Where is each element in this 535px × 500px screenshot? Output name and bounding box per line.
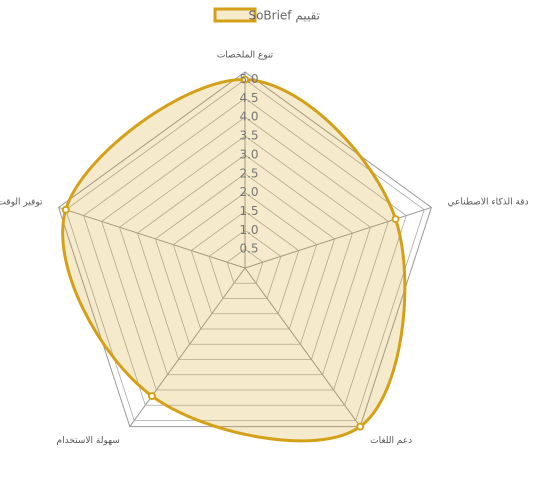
r-tick-label: 2.5 [239, 166, 258, 180]
grid-ring [208, 229, 282, 299]
r-tick-label: 5.0 [239, 72, 258, 86]
category-label: سهولة الاستخدام [57, 436, 120, 446]
r-tick-label: 3.0 [239, 147, 258, 161]
category-label: تنوع الملخصات [217, 51, 274, 61]
r-tick-label: 0.5 [239, 242, 258, 256]
r-tick-label: 1.0 [239, 223, 258, 237]
grid-ring [83, 97, 407, 406]
grid-ring [119, 135, 371, 376]
point [391, 215, 400, 224]
legend-swatch [213, 7, 257, 23]
point [356, 422, 365, 431]
category-label: دقة الذكاء الاصطناعي [448, 198, 529, 208]
outer-ring [58, 71, 432, 428]
category-label: توفير الوقت [0, 198, 43, 208]
grid-ring [172, 192, 318, 330]
point [147, 392, 156, 401]
grid-ring [154, 173, 336, 345]
grid-ring [65, 79, 425, 421]
r-tick-label: 2.0 [239, 185, 258, 199]
r-tick-label: 4.0 [239, 110, 258, 124]
series-area [61, 78, 407, 443]
category-label: دعم اللغات [370, 436, 412, 446]
spoke [129, 267, 246, 427]
point [61, 205, 70, 214]
spoke [244, 267, 361, 427]
grid-ring [190, 210, 300, 315]
r-tick-label: 1.5 [239, 204, 258, 218]
grid-ring [101, 116, 389, 391]
spoke [58, 206, 246, 269]
legend-label: تقييم SoBrief [248, 9, 320, 23]
grid-ring [226, 248, 264, 284]
r-tick-label: 3.5 [239, 129, 258, 143]
r-tick-label: 4.5 [239, 91, 258, 105]
spoke [244, 206, 432, 269]
grid-ring [136, 154, 354, 360]
point [241, 75, 249, 84]
